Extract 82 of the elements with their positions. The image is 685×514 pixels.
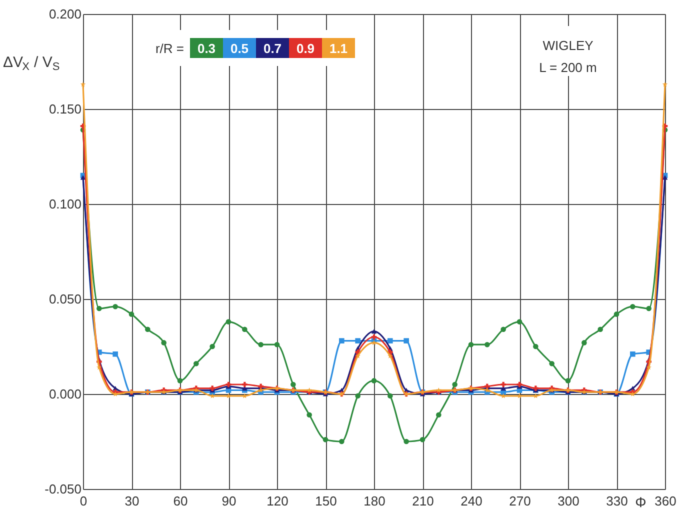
point [355, 338, 360, 344]
point [290, 382, 296, 388]
y-tick-label: 0.050 [48, 292, 82, 306]
x-tick-label: 360 [654, 494, 676, 508]
point [646, 306, 652, 312]
x-tick-label: 150 [315, 494, 337, 508]
point [258, 384, 264, 390]
x-tick-label: 270 [509, 494, 531, 508]
x-tick-label: 90 [222, 494, 236, 508]
point [177, 378, 183, 384]
x-tick-label: 180 [364, 494, 386, 508]
point [484, 342, 490, 348]
text: 0.3 [197, 41, 216, 56]
point [339, 438, 344, 444]
point [646, 364, 652, 370]
point [484, 384, 490, 390]
point [500, 326, 506, 332]
text: 0.9 [296, 41, 315, 56]
x-tick-label: 30 [124, 494, 140, 508]
y-tick-label: 0.200 [48, 6, 82, 22]
point [96, 364, 102, 370]
x-tick-label: 300 [558, 494, 580, 508]
point [145, 326, 150, 332]
x-tick-label: 240 [460, 494, 482, 508]
annotation: WIGLEY [542, 38, 594, 53]
point [436, 412, 442, 418]
point [242, 326, 248, 332]
point [339, 338, 344, 344]
point [549, 360, 554, 366]
point [582, 340, 587, 346]
point [533, 344, 538, 350]
point [161, 340, 166, 346]
point [306, 412, 312, 418]
annotation: L = 200 m [539, 60, 597, 75]
point [80, 82, 86, 87]
x-tick-label: 330 [606, 494, 628, 508]
point [128, 312, 134, 317]
legend-title: r/R = [155, 41, 184, 56]
point [226, 393, 232, 398]
point [630, 304, 636, 310]
point [630, 351, 636, 357]
point [516, 319, 522, 324]
y-tick-label: 0.100 [48, 196, 82, 212]
point [274, 342, 280, 348]
point [226, 319, 232, 324]
point [388, 393, 393, 399]
point [371, 378, 377, 384]
point [404, 338, 409, 344]
x-tick-label: 0 [80, 494, 88, 508]
point [96, 306, 102, 312]
point [388, 353, 393, 358]
y-tick-label: 0.150 [48, 102, 82, 116]
point [355, 393, 360, 399]
point [194, 360, 199, 366]
text: 1.1 [329, 41, 348, 56]
point [614, 312, 620, 317]
point [258, 342, 264, 348]
y-tick-label: -0.050 [44, 482, 82, 496]
point [468, 342, 474, 348]
text: 0.7 [263, 41, 282, 56]
point [565, 378, 571, 384]
point [516, 393, 522, 398]
point [355, 353, 360, 358]
point [420, 436, 426, 442]
y-tick-label: 0.000 [48, 386, 82, 402]
point [388, 338, 393, 344]
point [322, 436, 328, 442]
point [112, 304, 118, 310]
point [598, 326, 603, 332]
point [112, 351, 118, 357]
point [452, 382, 458, 388]
point [242, 382, 248, 388]
x-tick-label: 60 [173, 494, 188, 508]
x-axis-title: Φ [635, 494, 646, 510]
point [662, 82, 668, 87]
point [500, 382, 506, 388]
x-tick-label: 210 [412, 494, 434, 508]
x-tick-label: 120 [266, 494, 288, 508]
point [371, 329, 377, 334]
text: 0.5 [230, 41, 249, 56]
point [210, 344, 215, 350]
point [404, 438, 409, 444]
